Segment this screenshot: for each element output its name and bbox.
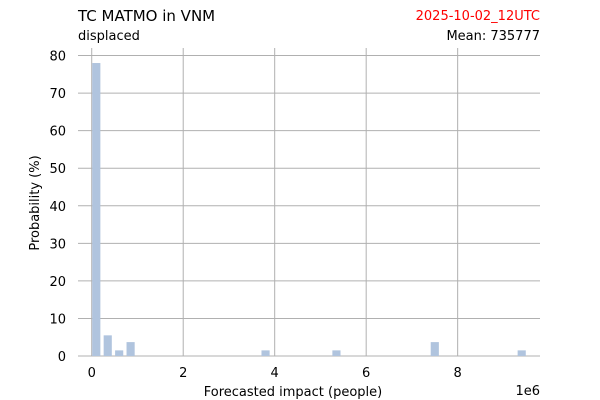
histogram-bar: [332, 350, 341, 356]
chart-subtitle: displaced: [78, 29, 140, 44]
grid: [78, 48, 540, 357]
histogram-bar: [115, 350, 124, 356]
x-tick-label: 2: [179, 366, 187, 381]
x-axis-label: Forecasted impact (people): [204, 385, 382, 400]
x-scale-label: 1e6: [515, 384, 540, 399]
x-tick-label: 0: [88, 366, 96, 381]
histogram-bar: [103, 335, 112, 356]
bars: [92, 63, 526, 357]
histogram-bar: [126, 342, 135, 356]
x-tick-label: 4: [271, 366, 279, 381]
mean-label: Mean: 735777: [446, 29, 540, 44]
y-tick-label: 60: [49, 125, 66, 140]
histogram-bar: [430, 342, 439, 356]
y-tick-label: 40: [49, 200, 66, 215]
y-tick-label: 10: [49, 312, 66, 327]
y-tick-label: 0: [58, 350, 66, 365]
y-tick-label: 70: [49, 87, 66, 102]
y-tick-label: 30: [49, 237, 66, 252]
histogram-bar: [92, 63, 101, 357]
x-tick-label: 6: [362, 366, 370, 381]
y-axis-label: Probability (%): [28, 155, 43, 250]
tick-labels: 0 10 20 30 40 50 60 70 80 0 2 4 6 8: [49, 50, 461, 381]
chart-title: TC MATMO in VNM: [77, 7, 215, 25]
y-tick-label: 50: [49, 162, 66, 177]
histogram-bar: [517, 350, 526, 356]
forecast-timestamp: 2025-10-02_12UTC: [416, 9, 540, 24]
x-tick-label: 8: [454, 366, 462, 381]
y-tick-label: 20: [49, 275, 66, 290]
histogram-bar: [261, 350, 270, 356]
y-tick-label: 80: [49, 50, 66, 65]
